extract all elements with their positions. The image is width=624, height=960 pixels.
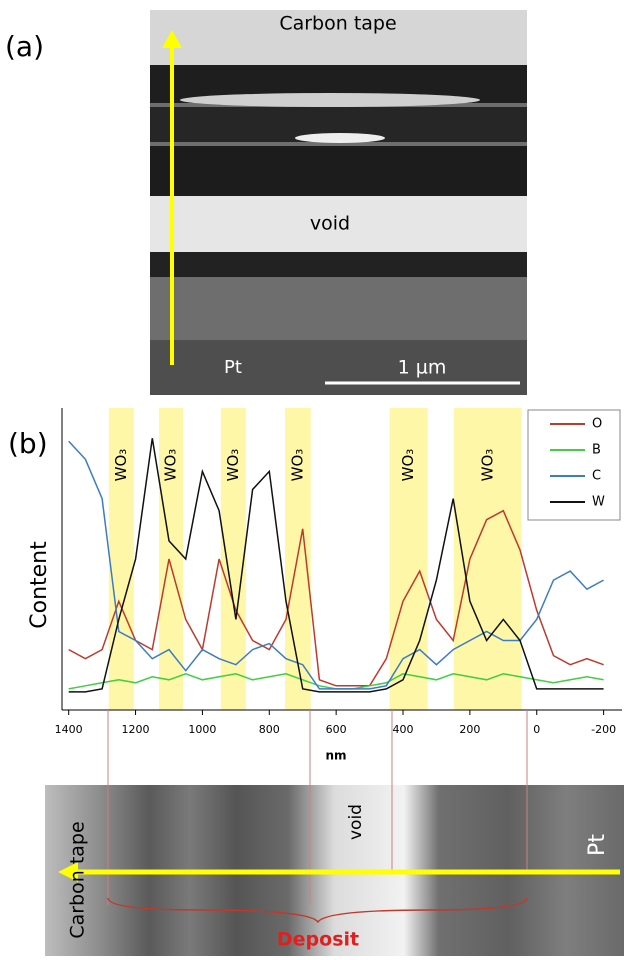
legend-label: B [592, 443, 601, 458]
brace [107, 897, 528, 924]
highlight-band [453, 408, 522, 710]
image-region [150, 340, 527, 395]
panel-c: Carbon tape void Pt Deposit [45, 785, 624, 956]
arrow-head [162, 30, 182, 48]
arrow-head [58, 862, 78, 882]
x-tick-label: 0 [533, 723, 540, 736]
image-region [150, 146, 527, 196]
x-tick-label: 1400 [55, 723, 83, 736]
series-line [68, 440, 604, 690]
label: Carbon tape [67, 821, 89, 938]
x-tick-label: 400 [393, 723, 414, 736]
image-region [150, 252, 527, 277]
band-label: WO₃ [478, 449, 496, 482]
image-region [180, 93, 480, 107]
band-label: WO₃ [161, 449, 179, 482]
image-region [150, 10, 527, 65]
band-label: WO₃ [288, 449, 306, 482]
series-line [68, 673, 604, 690]
series-line [68, 509, 604, 687]
highlight-band [158, 408, 184, 710]
series-line [68, 438, 604, 693]
x-tick-label: -200 [591, 723, 616, 736]
connectors [107, 710, 528, 785]
legend-label: O [592, 417, 602, 432]
x-tick-label: 600 [326, 723, 347, 736]
label: Pt [224, 357, 242, 378]
panel-a: (a) Carbon tape void Pt 1 µm [5, 10, 527, 395]
x-tick-label: 1200 [122, 723, 150, 736]
x-tick-label: 1000 [188, 723, 216, 736]
legend-label: C [592, 469, 601, 484]
y-axis-label: Content [27, 541, 52, 629]
band-label: WO₃ [112, 449, 130, 482]
x-tick-label: 200 [459, 723, 480, 736]
highlight-band [108, 408, 134, 710]
label: void [346, 804, 366, 840]
scale-label: 1 µm [398, 357, 447, 379]
band-label: WO₃ [399, 449, 417, 482]
highlight-band [389, 408, 428, 710]
band-label: WO₃ [224, 449, 242, 482]
label: void [310, 213, 350, 235]
legend-label: W [592, 495, 605, 510]
image-region [295, 133, 385, 143]
x-axis-label: nm [325, 749, 346, 763]
image-region [150, 196, 527, 252]
connector [107, 785, 528, 905]
panel-label: (a) [5, 30, 44, 63]
label: Pt [585, 834, 610, 856]
x-tick-label: 800 [259, 723, 280, 736]
label: Deposit [277, 929, 359, 951]
label: Carbon tape [279, 13, 396, 35]
chart: (b) Content nm WO₃ WO₃ WO₃ WO₃ WO₃ WO₃ 1400 120… [8, 408, 622, 763]
panel-label: (b) [8, 427, 48, 460]
legend-box [527, 409, 621, 521]
